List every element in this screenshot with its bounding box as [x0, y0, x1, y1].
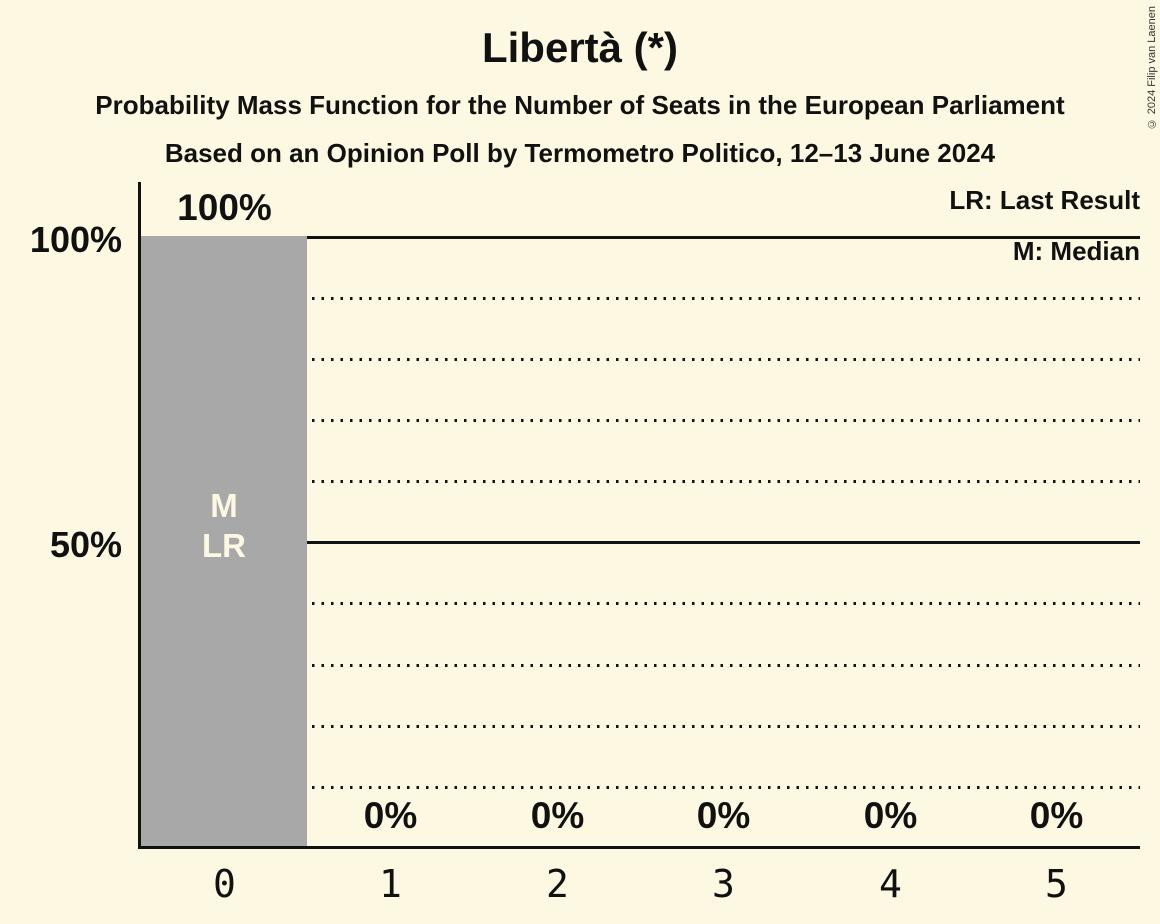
- x-axis-line: [138, 846, 1140, 849]
- gridline-70pct: [141, 419, 1140, 422]
- value-label-seats-3: 0%: [696, 795, 751, 836]
- y-tick-100: 100%: [29, 219, 122, 260]
- gridline-60pct: [141, 480, 1140, 483]
- legend-last-result: LR: Last Result: [949, 185, 1140, 215]
- gridline-80pct: [141, 358, 1140, 361]
- value-label-seats-2: 0%: [530, 795, 585, 836]
- value-label-seats-4: 0%: [863, 795, 918, 836]
- x-tick-0: 0: [213, 862, 236, 906]
- chart-source-note: Based on an Opinion Poll by Termometro P…: [164, 138, 996, 168]
- gridline-50pct: [141, 541, 1140, 544]
- last-result-marker: LR: [202, 527, 246, 564]
- gridline-20pct: [141, 725, 1140, 728]
- y-tick-50: 50%: [49, 524, 122, 565]
- copyright-notice: © 2024 Filip van Laenen: [1146, 6, 1158, 130]
- x-tick-4: 4: [879, 862, 902, 906]
- median-marker: M: [210, 487, 238, 524]
- x-tick-5: 5: [1045, 862, 1068, 906]
- gridline-40pct: [141, 602, 1140, 605]
- y-axis-line: [138, 182, 141, 849]
- bar-annotation-markers: M LR: [141, 486, 307, 566]
- x-tick-1: 1: [379, 862, 402, 906]
- x-tick-3: 3: [712, 862, 735, 906]
- chart-title: Libertà (*): [481, 24, 678, 71]
- value-label-seats-5: 0%: [1029, 795, 1084, 836]
- gridline-30pct: [141, 664, 1140, 667]
- gridline-10pct: [141, 786, 1140, 789]
- value-label-seats-1: 0%: [363, 795, 418, 836]
- x-tick-2: 2: [546, 862, 569, 906]
- chart-subtitle: Probability Mass Function for the Number…: [95, 90, 1065, 120]
- value-label-seats-0: 100%: [177, 187, 272, 228]
- legend-median: M: Median: [1012, 236, 1140, 266]
- gridline-100pct: [141, 236, 1140, 239]
- bar-seats-0: [141, 236, 307, 846]
- gridline-90pct: [141, 297, 1140, 300]
